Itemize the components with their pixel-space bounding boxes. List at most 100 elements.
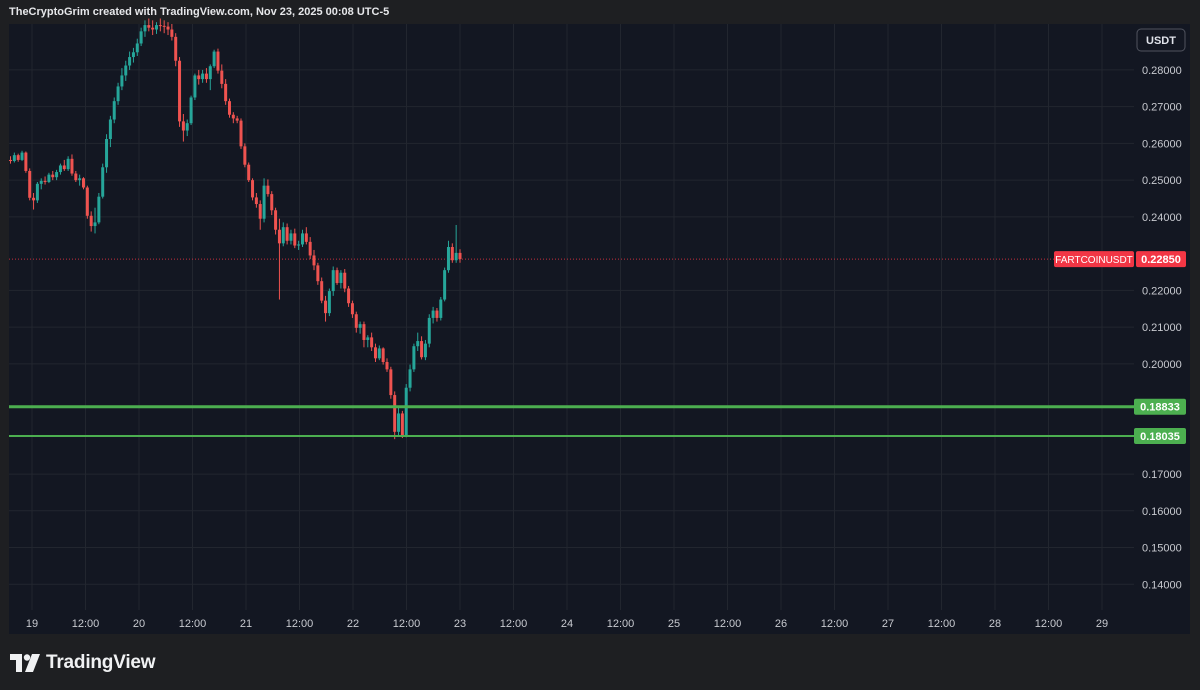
last-price-tag [1136,251,1186,268]
candle [208,64,212,91]
candle-body [74,173,78,181]
candle [35,181,39,203]
candle-body [281,227,285,244]
candle [9,156,12,164]
currency-badge[interactable] [1136,28,1186,52]
candle [81,177,85,190]
candle [343,269,347,293]
candle-body [124,65,128,76]
candle-body [343,272,347,289]
y-tick-label: 0.27000 [1142,102,1182,114]
y-tick-label: 0.26000 [1142,138,1182,150]
candle [347,285,351,307]
candle [178,57,182,127]
candle-body [235,118,239,121]
candle-body [170,29,174,37]
candle-body [70,158,74,174]
candle [458,249,462,263]
candle-body [397,413,401,432]
candle-body [247,164,251,181]
candle-body [147,25,151,28]
candle [212,49,216,69]
candle-body [243,146,247,165]
candle-body [389,369,393,396]
candle [254,193,258,208]
candle-body [174,36,178,61]
tradingview-brand[interactable]: TradingView [10,652,156,674]
candle-body [289,233,293,241]
candle [297,240,301,250]
price-chart[interactable]: 0.28000 0.27000 0.26000 0.25000 0.24000 0.220… [0,0,1200,634]
candle [66,156,70,171]
support-price-label: 0.18035 [1140,431,1180,443]
candle-body [277,229,281,244]
candle-body [327,291,331,314]
candle-body [316,265,320,282]
x-tick-label: 24 [561,618,573,630]
candle-body [297,244,301,246]
candle [304,227,308,245]
candle [124,60,128,81]
candle-body [181,121,185,131]
candle-body [178,60,182,122]
candle-body [435,310,439,318]
candle [393,391,397,440]
candle-body [55,172,59,178]
candle [135,38,139,56]
support-price-tag [1134,398,1186,415]
x-tick-label: 28 [989,618,1001,630]
y-tick-label: 0.16000 [1142,506,1182,518]
candle [285,223,289,245]
x-tick-label: 12:00 [821,618,849,630]
candle [105,134,109,173]
candle-body [427,317,431,344]
candle-body [154,25,158,30]
candle-body [454,252,458,261]
candle [354,311,358,333]
x-tick-label: 21 [240,618,252,630]
x-tick-label: 27 [882,618,894,630]
candle [450,243,454,263]
candle [101,163,105,199]
y-tick-label: 0.28000 [1142,65,1182,77]
x-tick-label: 12:00 [607,618,635,630]
candle-body [358,324,362,328]
candle-body [254,197,258,205]
candle-body [166,26,170,30]
candle-body [335,270,339,284]
candle [93,207,97,234]
candle-body [47,174,51,182]
candle-body [185,123,189,131]
candle-body [420,341,424,358]
candle-body [158,25,162,27]
candle-body [285,227,289,241]
candle [443,267,447,302]
candle [227,98,231,118]
candle-body [304,233,308,242]
candle [258,200,262,230]
candle-body [201,73,205,80]
candle [377,345,381,361]
candle-body [308,241,312,256]
candle [20,150,24,162]
candle [220,64,224,89]
y-tick-label: 0.21000 [1142,322,1182,334]
candle [47,172,51,184]
candle-body [120,75,124,87]
x-tick-label: 19 [26,618,38,630]
candle-body [9,159,12,162]
candle-body [331,270,335,292]
candle [412,343,416,372]
time-axis-area [9,610,1190,634]
candle [120,68,124,91]
x-tick-label: 12:00 [179,618,207,630]
y-tick-label: 0.25000 [1142,175,1182,187]
candle-body [370,337,374,348]
candle [24,151,28,173]
candle [147,18,151,32]
candle-body [216,51,220,71]
candle [358,321,362,334]
candle-body [373,347,377,359]
candle-body [350,303,354,315]
candle [431,306,435,324]
